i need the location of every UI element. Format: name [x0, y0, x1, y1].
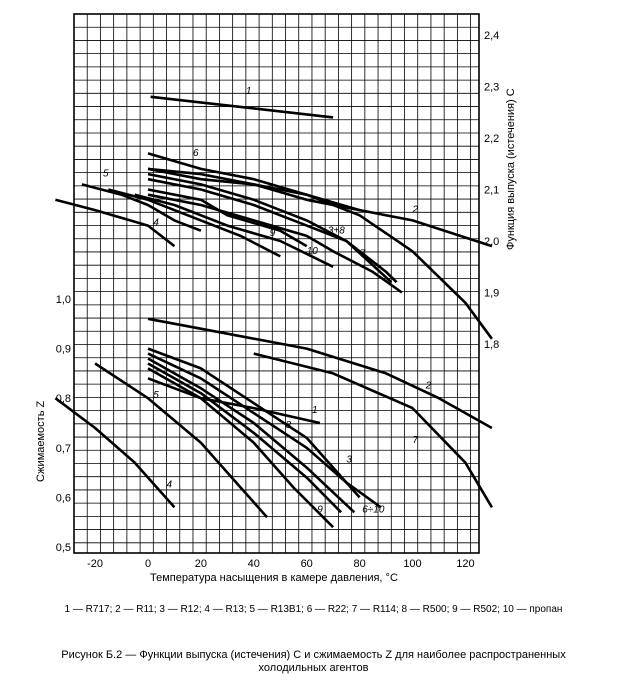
curve-label: 4	[167, 479, 173, 490]
series-line	[147, 352, 382, 509]
series-line	[147, 177, 393, 284]
series-line	[54, 397, 176, 509]
series-line	[147, 317, 493, 430]
left-y-tick-label: 0,6	[56, 492, 71, 504]
left-y-tick-label: 0,7	[56, 443, 71, 455]
series-line	[81, 183, 202, 232]
x-tick-label: 60	[301, 558, 313, 570]
right-y-tick-label: 2,3	[484, 82, 499, 94]
left-y-tick-label: 0,5	[56, 542, 71, 554]
series-line	[150, 95, 334, 119]
grid	[74, 14, 479, 553]
chart: -20 0 20 40 60 80 100 120 2,4 2,3 2,2 2,1 2,0 1,9 1,8 1…	[35, 13, 517, 584]
curve-label: 5	[103, 169, 109, 180]
left-y-tick-label: 0,8	[56, 393, 71, 405]
series-line	[147, 362, 343, 514]
series-line	[147, 367, 335, 529]
curve-label: 4	[153, 218, 159, 229]
figure-caption: Рисунок Б.2 — Функции выпуска (истечения…	[61, 649, 566, 674]
series-line	[147, 357, 356, 514]
curve-label: 6	[193, 148, 199, 159]
right-y-tick-label: 2,0	[484, 236, 499, 248]
curve-label: 8	[286, 420, 292, 431]
plot-frame	[73, 13, 480, 554]
curve-label: 9	[317, 504, 323, 515]
x-axis-title: Температура насыщения в камере давления,…	[150, 572, 398, 584]
curve-label: 1	[312, 405, 318, 416]
x-tick-label: 0	[145, 558, 151, 570]
curve-label: 3	[346, 455, 352, 466]
series-line	[147, 172, 398, 284]
curve-label: 7	[413, 435, 419, 446]
x-tick-label: -20	[87, 558, 103, 570]
series-line	[147, 188, 308, 248]
series-line	[147, 167, 360, 212]
lower-y-axis-title: Сжимаемость Z	[35, 401, 47, 482]
curve-label: 2	[412, 205, 419, 216]
upper-y-axis-title: Функция выпуска (истечения) С	[505, 88, 517, 250]
right-y-tick-label: 2,2	[484, 133, 499, 145]
lower-curves	[54, 317, 494, 529]
legend: 1 — R717; 2 — R11; 3 — R12; 4 — R13; 5 —…	[64, 604, 563, 615]
series-line	[253, 352, 494, 508]
curve-label: 3+8	[328, 225, 345, 236]
curve-label: 5	[153, 390, 159, 401]
curve-label: 7	[360, 248, 366, 259]
curve-labels: 1 2 3+8 4 5 6 7 9 10 2 7 1 4 5 3 6÷10 8 9	[103, 86, 432, 515]
curve-label: 1	[246, 86, 252, 97]
right-y-tick-label: 2,4	[484, 30, 499, 42]
series-line	[55, 198, 176, 248]
right-y-tick-label: 1,8	[484, 339, 499, 351]
curve-label: 6÷10	[362, 504, 385, 515]
x-tick-label: 100	[403, 558, 421, 570]
series-line	[147, 152, 493, 340]
series-line	[94, 362, 268, 519]
x-tick-label: 20	[195, 558, 207, 570]
curve-label: 10	[307, 246, 319, 257]
left-y-tick-label: 1,0	[56, 294, 71, 306]
left-y-tick-label: 0,9	[56, 344, 71, 356]
upper-curves	[55, 95, 493, 340]
series-line	[147, 167, 493, 248]
curve-label: 9	[270, 228, 276, 239]
series-line	[147, 193, 403, 294]
right-y-tick-label: 1,9	[484, 288, 499, 300]
x-tick-label: 80	[353, 558, 365, 570]
tick-labels: -20 0 20 40 60 80 100 120 2,4 2,3 2,2 2,1 2,0 1,9 1,8 1…	[56, 30, 500, 570]
curve-label: 2	[425, 380, 432, 391]
series-line	[107, 188, 281, 258]
series-line	[147, 347, 361, 499]
x-tick-label: 40	[248, 558, 260, 570]
series-line	[134, 193, 334, 268]
x-tick-label: 120	[456, 558, 474, 570]
plot-border	[73, 13, 480, 554]
right-y-tick-label: 2,1	[484, 185, 499, 197]
series-line	[147, 377, 321, 425]
